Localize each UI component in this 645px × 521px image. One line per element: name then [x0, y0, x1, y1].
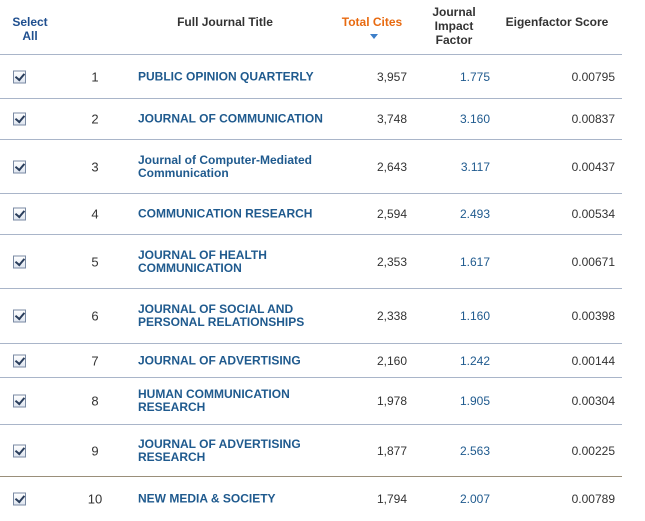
- eigenfactor-score: 0.00225: [571, 443, 615, 458]
- row-checkbox[interactable]: [13, 354, 26, 367]
- journal-title-link[interactable]: HUMAN COMMUNICATION RESEARCH: [138, 387, 290, 414]
- impact-factor-link[interactable]: 1.617: [459, 254, 490, 269]
- total-cites-sort-header[interactable]: Total Cites: [340, 15, 404, 43]
- table-row: 8 HUMAN COMMUNICATION RESEARCH 1,978 1.9…: [0, 378, 622, 425]
- total-cites: 1,978: [376, 394, 407, 408]
- table-row: 9 JOURNAL OF ADVERTISING RESEARCH 1,877 …: [0, 425, 622, 477]
- select-all-link[interactable]: Select All: [12, 15, 48, 43]
- row-checkbox[interactable]: [13, 160, 26, 173]
- impact-factor-link[interactable]: 1.905: [459, 394, 490, 408]
- eigenfactor-score: 0.00304: [571, 394, 615, 408]
- eigenfactor-score: 0.00398: [571, 309, 615, 323]
- journal-title-link[interactable]: JOURNAL OF SOCIAL AND PERSONAL RELATIONS…: [138, 302, 305, 329]
- total-cites: 2,353: [376, 254, 407, 269]
- journal-title-link[interactable]: JOURNAL OF HEALTH COMMUNICATION: [138, 247, 267, 275]
- impact-factor-link[interactable]: 1.775: [459, 69, 490, 84]
- full-title-header: Full Journal Title: [177, 15, 273, 29]
- impact-factor-link[interactable]: 1.160: [459, 309, 490, 323]
- table-row: 5 JOURNAL OF HEALTH COMMUNICATION 2,353 …: [0, 235, 622, 289]
- eigenfactor-score: 0.00837: [571, 112, 615, 126]
- impact-factor-link[interactable]: 3.117: [460, 159, 490, 174]
- rank: 2: [91, 111, 99, 127]
- total-cites: 1,877: [376, 443, 407, 458]
- table-row: 1 PUBLIC OPINION QUARTERLY 3,957 1.775 0…: [0, 55, 622, 99]
- eigenfactor-score: 0.00144: [571, 353, 615, 368]
- rank: 7: [91, 353, 99, 368]
- total-cites: 2,594: [376, 207, 407, 221]
- journal-title-link[interactable]: JOURNAL OF ADVERTISING: [138, 353, 301, 367]
- rank: 9: [91, 443, 99, 458]
- eigenfactor-header: Eigenfactor Score: [505, 15, 609, 29]
- table-row: 10 NEW MEDIA & SOCIETY 1,794 2.007 0.007…: [0, 477, 622, 521]
- total-cites-header-label: Total Cites: [341, 15, 403, 29]
- impact-factor-header: Journal Impact Factor: [432, 5, 476, 47]
- table-row: 4 COMMUNICATION RESEARCH 2,594 2.493 0.0…: [0, 194, 622, 235]
- total-cites: 1,794: [376, 492, 407, 506]
- eigenfactor-score: 0.00534: [571, 207, 615, 221]
- rank: 1: [91, 69, 99, 84]
- journal-title-link[interactable]: PUBLIC OPINION QUARTERLY: [138, 69, 314, 83]
- journal-title-link[interactable]: JOURNAL OF COMMUNICATION: [138, 111, 323, 126]
- row-checkbox[interactable]: [13, 207, 26, 221]
- journal-table: Select All Full Journal Title Total Cite…: [0, 0, 622, 521]
- row-checkbox[interactable]: [13, 394, 26, 408]
- total-cites: 3,748: [376, 112, 407, 126]
- table-row: 3 Journal of Computer-Mediated Communica…: [0, 140, 622, 194]
- rank: 5: [91, 254, 99, 269]
- total-cites: 2,160: [376, 353, 407, 368]
- total-cites: 2,643: [376, 159, 407, 174]
- row-checkbox[interactable]: [13, 492, 26, 506]
- total-cites: 2,338: [376, 309, 407, 323]
- total-cites: 3,957: [376, 69, 407, 84]
- rank: 6: [91, 308, 99, 324]
- row-checkbox[interactable]: [13, 70, 26, 83]
- eigenfactor-score: 0.00671: [571, 254, 615, 269]
- row-checkbox[interactable]: [13, 112, 26, 126]
- row-checkbox[interactable]: [13, 255, 26, 268]
- journal-title-link[interactable]: NEW MEDIA & SOCIETY: [138, 491, 276, 506]
- rank: 4: [91, 206, 99, 222]
- sort-down-icon: [369, 34, 378, 40]
- row-checkbox[interactable]: [13, 444, 26, 457]
- eigenfactor-score: 0.00437: [571, 159, 615, 174]
- row-checkbox[interactable]: [13, 309, 26, 323]
- table-row: 6 JOURNAL OF SOCIAL AND PERSONAL RELATIO…: [0, 289, 622, 344]
- rank: 3: [91, 159, 99, 174]
- eigenfactor-score: 0.00795: [571, 69, 615, 84]
- impact-factor-link[interactable]: 2.007: [459, 492, 490, 506]
- rank: 8: [91, 393, 99, 409]
- journal-title-link[interactable]: JOURNAL OF ADVERTISING RESEARCH: [138, 436, 301, 464]
- rank: 10: [87, 491, 103, 507]
- table-header: Select All Full Journal Title Total Cite…: [0, 0, 622, 55]
- impact-factor-link[interactable]: 2.563: [459, 443, 490, 458]
- table-row: 2 JOURNAL OF COMMUNICATION 3,748 3.160 0…: [0, 99, 622, 140]
- impact-factor-link[interactable]: 1.242: [459, 353, 490, 368]
- impact-factor-link[interactable]: 2.493: [459, 207, 490, 221]
- eigenfactor-score: 0.00789: [571, 492, 615, 506]
- journal-title-link[interactable]: Journal of Computer-Mediated Communicati…: [138, 152, 313, 180]
- journal-title-link[interactable]: COMMUNICATION RESEARCH: [138, 206, 313, 221]
- impact-factor-link[interactable]: 3.160: [459, 112, 490, 126]
- table-row: 7 JOURNAL OF ADVERTISING 2,160 1.242 0.0…: [0, 344, 622, 378]
